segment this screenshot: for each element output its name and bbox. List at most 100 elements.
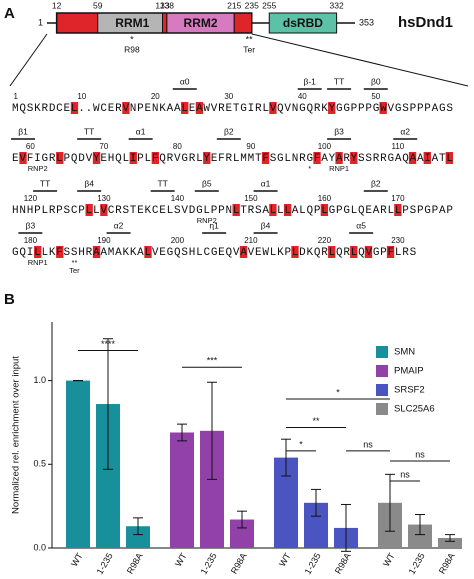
significance-label: * — [336, 387, 340, 397]
error-bar — [177, 423, 187, 442]
conservation-box — [261, 152, 270, 164]
conservation-box — [181, 102, 189, 114]
x-tick-label: R98A — [229, 551, 249, 575]
conservation-box — [364, 246, 373, 258]
boundary-label: 235 — [245, 0, 259, 10]
error-bar — [445, 534, 455, 542]
structure-label: β1 — [18, 126, 28, 136]
conservation-box — [283, 204, 292, 216]
conservation-box — [320, 204, 329, 216]
domain-segment — [56, 12, 99, 34]
x-tick-label: WT — [173, 551, 189, 569]
boundary-label: 332 — [330, 0, 344, 10]
bar — [170, 432, 194, 548]
x-tick-label: R98A — [333, 551, 353, 575]
residue-number: 90 — [246, 142, 255, 151]
boundary-label: 12 — [52, 0, 62, 10]
legend-swatch — [376, 346, 388, 358]
residue-number: 30 — [224, 92, 233, 101]
structure-label: β4 — [84, 178, 94, 188]
legend-label: SLC25A6 — [394, 404, 435, 415]
error-bar — [103, 338, 113, 470]
residue-number: 70 — [99, 142, 108, 151]
significance-label: **** — [101, 339, 116, 349]
structure-label: β3 — [334, 126, 344, 136]
panel-label: B — [4, 291, 15, 308]
error-bar — [341, 503, 351, 552]
motif-label: * — [308, 164, 311, 173]
x-tick-label: 1-235 — [199, 551, 219, 576]
conservation-box — [313, 152, 321, 164]
conservation-box — [19, 152, 27, 164]
residue-number: 210 — [244, 236, 258, 245]
bar — [408, 524, 432, 548]
residue-number: 150 — [244, 194, 258, 203]
structure-label: α2 — [114, 220, 124, 230]
residue-number: 140 — [171, 194, 185, 203]
error-bar — [385, 473, 395, 532]
motif-label: RNP2 — [28, 164, 48, 173]
protein-name: hsDnd1 — [398, 14, 453, 31]
conservation-box — [151, 152, 159, 164]
structure-label: α5 — [356, 220, 366, 230]
domain-segment — [233, 12, 253, 34]
legend-swatch — [376, 384, 388, 396]
significance-label: ** — [312, 416, 320, 426]
conservation-box — [100, 204, 108, 216]
structure-label: β2 — [371, 178, 381, 188]
conservation-box — [269, 102, 277, 114]
bar — [66, 380, 90, 548]
boundary-label: 138 — [160, 0, 174, 10]
mark-label: Ter — [243, 44, 255, 54]
conservation-box — [195, 102, 204, 114]
legend-swatch — [376, 403, 388, 415]
domain-segment — [268, 12, 338, 34]
x-tick-label: WT — [381, 551, 397, 569]
y-axis-label: Normalized rel. enrichment over input — [11, 356, 22, 514]
motif-label: RNP1 — [28, 258, 48, 267]
conservation-box — [445, 152, 453, 164]
residue-number: 20 — [151, 92, 160, 101]
conservation-box — [56, 246, 64, 258]
domain-name: RRM1 — [115, 16, 149, 30]
residue-number: 50 — [371, 92, 380, 101]
y-tick-label: 0.0 — [33, 542, 46, 552]
structure-label: β3 — [26, 220, 36, 230]
motif-label: Ter — [69, 266, 80, 275]
conservation-box — [350, 246, 358, 258]
legend-label: SMN — [394, 347, 415, 358]
x-tick-label: WT — [277, 551, 293, 569]
structure-label: β-1 — [303, 76, 316, 86]
residue-number: 160 — [318, 194, 332, 203]
domain-end: 353 — [359, 17, 374, 27]
structure-label: β2 — [224, 126, 234, 136]
conservation-box — [335, 152, 343, 164]
conservation-box — [144, 246, 152, 258]
error-bar — [311, 488, 321, 517]
significance-label: ns — [363, 439, 373, 449]
x-tick-label: R98A — [437, 551, 457, 575]
residue-number: 100 — [318, 142, 332, 151]
bar — [126, 526, 150, 548]
conservation-box — [291, 246, 299, 258]
residue-number: 180 — [24, 236, 38, 245]
conservation-box — [350, 152, 358, 164]
bar — [438, 537, 462, 548]
boundary-label: 59 — [93, 0, 103, 10]
sequence: HNHPLRPSCPLLVCRSTEKCELSVDGLPPNLTRSALLLAL… — [12, 205, 453, 217]
residue-number: 10 — [77, 92, 86, 101]
significance-label: ns — [400, 469, 410, 479]
residue-number: 80 — [173, 142, 182, 151]
structure-label: α0 — [180, 76, 190, 86]
error-bar — [237, 510, 247, 529]
zoom-line — [251, 33, 469, 87]
structure-label: TT — [84, 126, 94, 136]
boundary-label: 133 — [155, 0, 169, 10]
residue-number: 120 — [24, 194, 38, 203]
conservation-box — [394, 204, 402, 216]
motif-label: RNP1 — [329, 164, 349, 173]
error-bar — [415, 514, 425, 536]
legend-swatch — [376, 365, 388, 377]
conservation-box — [85, 204, 93, 216]
